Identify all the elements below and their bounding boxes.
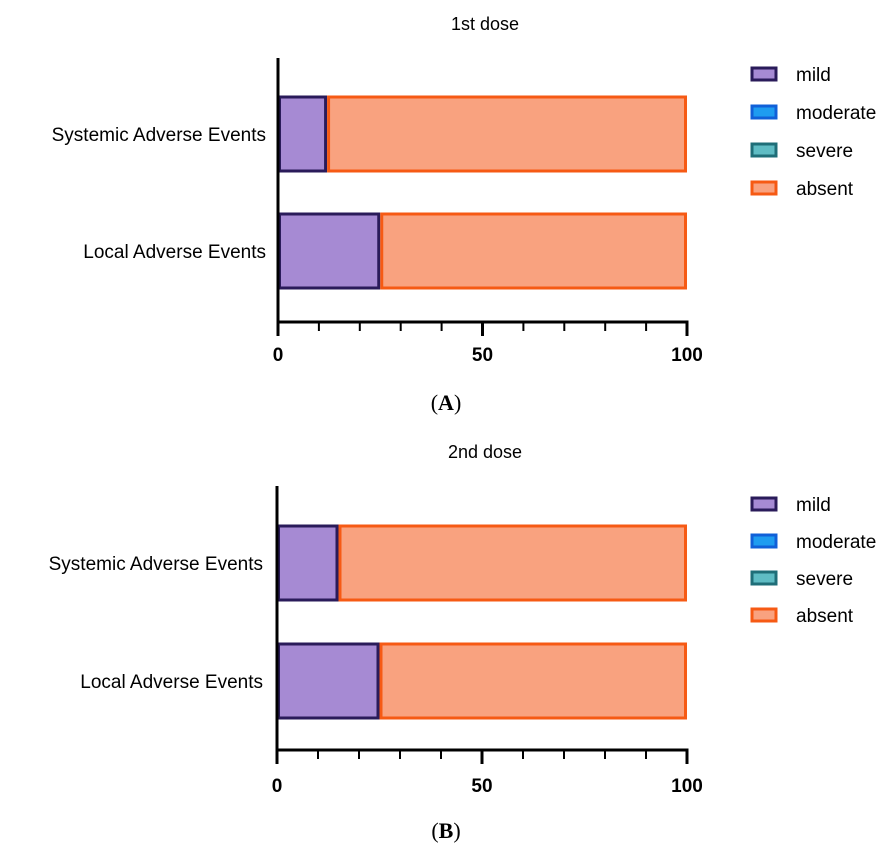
legend-label-absent: absent [796, 179, 854, 200]
legend-swatch-moderate [750, 104, 778, 120]
bar-mild-1 [278, 212, 381, 290]
x-tick-label: 0 [272, 776, 283, 797]
legend-swatch-severe [750, 570, 778, 586]
legend-label-moderate: moderate [796, 103, 876, 124]
chart-title: 1st dose [451, 14, 519, 34]
legend-label-severe: severe [796, 569, 853, 590]
x-tick-label: 50 [471, 776, 492, 797]
panel-letter: A [438, 390, 454, 415]
bar-mild-0 [277, 524, 339, 602]
legend-label-moderate: moderate [796, 532, 876, 553]
bar-mild-1 [277, 642, 380, 720]
bar-absent-1 [379, 642, 687, 720]
legend-swatch-severe [750, 142, 778, 158]
x-tick-label: 100 [671, 345, 703, 366]
legend-swatch-mild [750, 66, 778, 82]
category-label: Systemic Adverse Events [49, 554, 263, 575]
category-label: Systemic Adverse Events [52, 125, 266, 146]
legend-label-absent: absent [796, 606, 854, 627]
chart-title: 2nd dose [448, 442, 522, 462]
legend-swatch-moderate [750, 533, 778, 549]
bar-mild-0 [278, 95, 328, 173]
bar-absent-1 [380, 212, 687, 290]
x-tick-label: 0 [273, 345, 284, 366]
legend-label-mild: mild [796, 495, 831, 516]
chart-panel-a: 1st dose Systemic Adverse Events Local Adv… [52, 14, 877, 415]
category-label: Local Adverse Events [83, 242, 266, 263]
category-label: Local Adverse Events [80, 672, 263, 693]
legend-swatch-mild [750, 496, 778, 512]
panel-letter: B [439, 818, 454, 843]
bar-absent-0 [338, 524, 687, 602]
legend-swatch-absent [750, 607, 778, 623]
x-tick-label: 100 [671, 776, 703, 797]
panel-label: (B) [431, 818, 460, 843]
legend-label-severe: severe [796, 141, 853, 162]
legend-label-mild: mild [796, 65, 831, 86]
bar-absent-0 [327, 95, 687, 173]
panel-label: (A) [431, 390, 462, 415]
legend-swatch-absent [750, 180, 778, 196]
chart-panel-b: 2nd dose Systemic Adverse Events Local Adv… [49, 442, 877, 843]
x-tick-label: 50 [472, 345, 493, 366]
